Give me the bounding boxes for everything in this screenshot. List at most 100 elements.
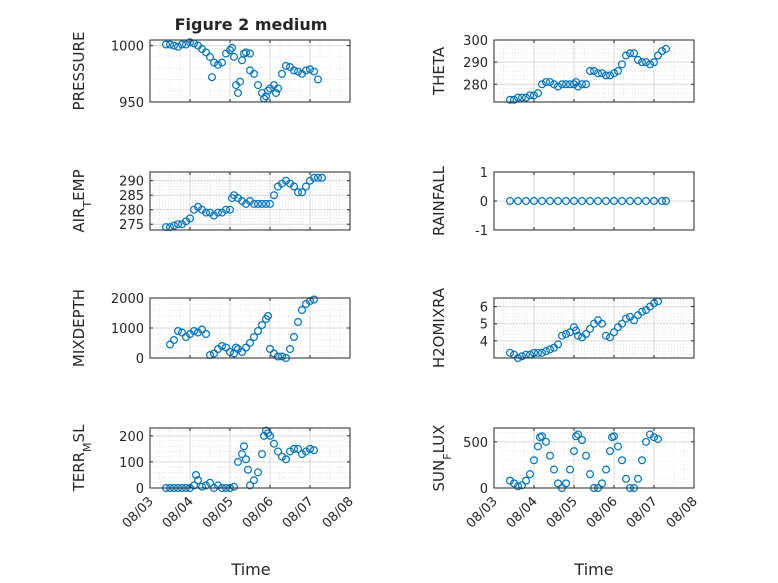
data-point [250,69,259,78]
data-point [657,197,666,206]
data-point [206,52,215,61]
data-point [214,481,223,490]
data-point [202,481,211,490]
data-point [290,66,299,75]
data-point [581,80,590,89]
data-point [577,436,586,445]
axes-box [149,427,351,489]
y-axis-label: PRESSURE [70,32,88,111]
data-point [294,444,303,453]
data-point [609,197,618,206]
data-point [517,481,526,490]
data-point [553,82,562,91]
data-series [162,173,327,232]
y-axis-label: TERRMSL [70,424,94,493]
data-point [234,457,243,466]
data-point [571,432,580,441]
data-point [649,197,658,206]
data-point [272,88,281,97]
data-point [557,80,566,89]
data-point [657,47,666,56]
grid [493,298,695,359]
data-point [162,40,171,49]
data-point [290,182,299,191]
data-point [545,345,554,354]
x-tick-label: 08/03 [464,494,501,531]
data-point [226,205,235,214]
subplot-6: 08/03 08/04 08/05 08/06 08/07 08/08 0 100 200 TER… [70,424,357,531]
data-point [254,327,263,336]
y-tick-label: 950 [119,96,144,111]
data-point [525,470,534,479]
data-point [198,482,207,491]
data-point [246,481,255,490]
data-point [310,173,319,182]
data-point [294,67,303,76]
data-point [306,65,315,74]
data-point [597,479,606,488]
x-tick-label: 08/07 [280,494,317,531]
data-point [310,67,319,76]
x-tick-label: 08/05 [200,494,237,531]
data-point [166,223,175,232]
data-point [573,430,582,439]
data-point [290,333,299,342]
y-tick-label: 200 [119,430,144,445]
data-point [274,352,283,361]
data-point [653,435,662,444]
data-point [601,331,610,340]
data-point [637,456,646,465]
data-point [617,60,626,69]
data-point [506,95,515,104]
data-point [162,223,171,232]
data-point [541,437,550,446]
data-point [597,69,606,78]
data-point [661,44,670,53]
data-point [210,349,219,358]
data-point [302,66,311,75]
data-point [561,479,570,488]
data-point [573,331,582,340]
data-point [506,197,515,206]
data-point [282,61,291,70]
data-point [537,432,546,441]
subplot-1: 280 290 300 THETA [430,34,695,104]
data-point [318,173,327,182]
y-tick-label: 1000 [111,322,144,337]
data-point [621,51,630,60]
subplot-0: 950 1000 PRESSURE [70,32,351,111]
data-point [609,69,618,78]
data-point [517,93,526,102]
data-point [182,40,191,49]
data-point [202,330,211,339]
y-axis-label: H2OMIXRA [430,287,448,368]
data-point [533,89,542,98]
data-point [561,197,570,206]
data-point [513,482,522,491]
data-point [242,48,251,57]
data-point [585,66,594,75]
data-point [609,432,618,441]
y-axis-label: SUNFLUX [430,425,454,492]
data-point [577,197,586,206]
data-point [166,40,175,49]
data-point [194,476,203,485]
subplot-4: 0 1000 2000 MIXDEPTH [70,289,351,367]
data-point [192,470,201,479]
data-point [278,452,287,461]
data-point [605,71,614,80]
data-point [170,41,179,50]
axes-box [149,39,351,103]
data-point [597,319,606,328]
grid [149,428,351,489]
data-point [589,66,598,75]
data-point [290,444,299,453]
data-point [585,470,594,479]
data-point [286,345,295,354]
data-point [232,343,241,352]
data-point [637,307,646,316]
data-point [585,197,594,206]
data-series [506,44,670,104]
x-axis-label-right: Time [573,560,613,579]
data-point [242,455,251,464]
